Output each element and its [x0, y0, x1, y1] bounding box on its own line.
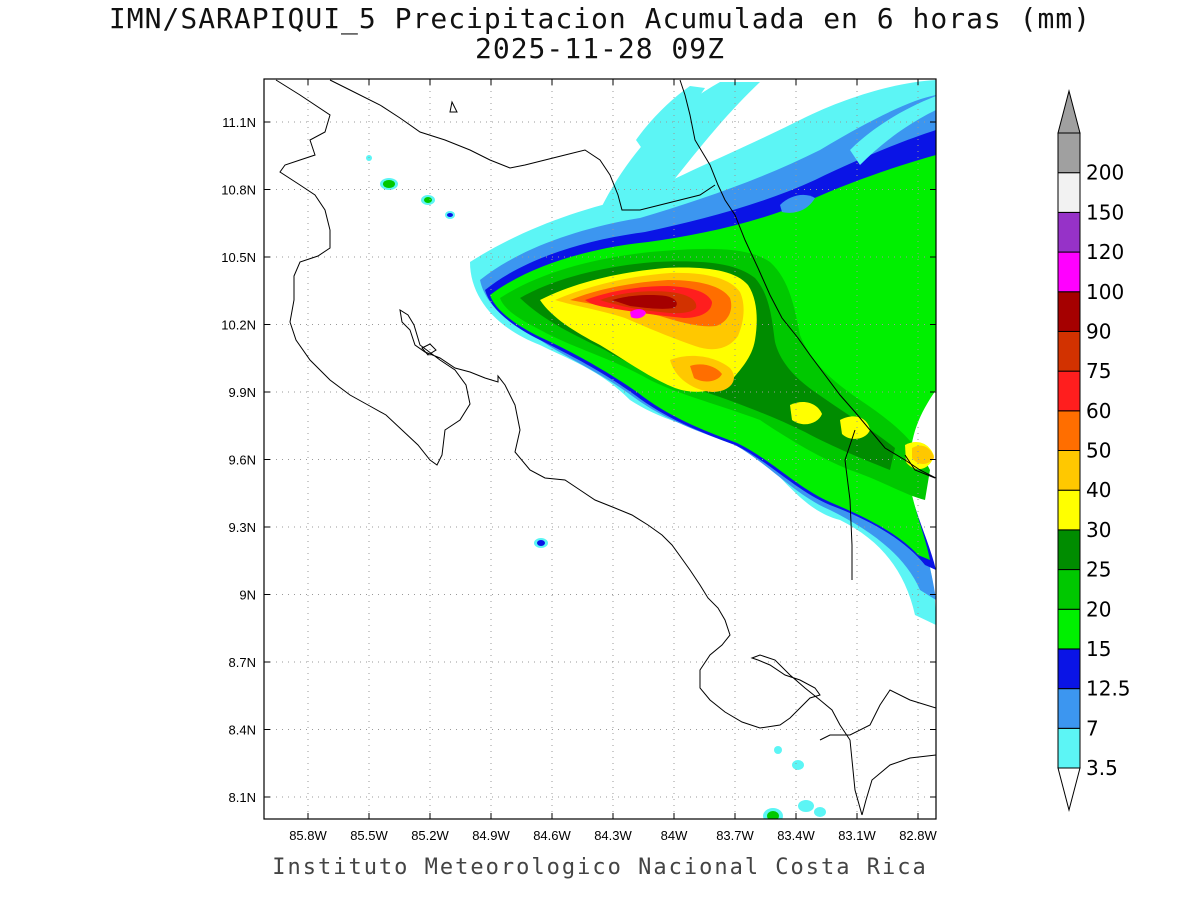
- colorbar-label: 3.5: [1086, 756, 1118, 780]
- island: [421, 343, 437, 356]
- colorbar-swatch: [1057, 330, 1081, 372]
- lon-tick-label: 85.2W: [411, 828, 449, 843]
- colorbar-label: 12.5: [1086, 677, 1131, 701]
- precip-cell: [798, 800, 814, 812]
- lon-tick-label: 84.6W: [533, 828, 571, 843]
- colorbar-label: 120: [1086, 240, 1124, 264]
- lat-tick-label: 10.2N: [221, 318, 256, 333]
- precip-band-50: [690, 364, 722, 382]
- colorbar-label: 7: [1086, 716, 1099, 740]
- colorbar-swatch: [1057, 727, 1081, 769]
- precip-band-100: [630, 309, 646, 319]
- colorbar-label: 90: [1086, 319, 1111, 343]
- colorbar-swatch: [1057, 450, 1081, 491]
- colorbar-swatch: [1057, 251, 1081, 293]
- precip-cell: [814, 807, 826, 817]
- lat-tick-label: 9.9N: [229, 385, 256, 400]
- coastline-nicaragua-lake: [329, 79, 716, 211]
- precip-streak: [850, 96, 936, 165]
- precip-band-90: [612, 295, 677, 309]
- colorbar-swatch: [1057, 688, 1081, 729]
- colorbar-swatch: [1057, 529, 1081, 571]
- precip-cell: [792, 760, 804, 770]
- colorbar-swatch: [1057, 211, 1081, 253]
- colorbar-label: 40: [1086, 478, 1111, 502]
- map-grid: [264, 79, 936, 819]
- coastlines-and-borders: [275, 79, 936, 816]
- latitude-labels: 11.1N 10.8N 10.5N 10.2N 9.9N 9.6N 9.3N 9N 8.7N 8.…: [221, 115, 256, 805]
- lon-tick-label: 85.5W: [350, 828, 388, 843]
- lon-tick-label: 84.9W: [472, 828, 510, 843]
- colorbar-label: 200: [1086, 161, 1124, 185]
- coastline-pacific: [275, 79, 863, 816]
- coastline-panama: [904, 454, 936, 479]
- lat-tick-label: 9.6N: [229, 453, 256, 468]
- coastline-panama-south: [819, 689, 936, 741]
- lat-tick-label: 10.8N: [221, 183, 256, 198]
- precipitation-field: [366, 80, 936, 819]
- lon-tick-label: 85.8W: [289, 828, 327, 843]
- lon-tick-label: 84W: [661, 828, 688, 843]
- lat-tick-label: 8.4N: [229, 723, 256, 738]
- lat-tick-label: 8.1N: [229, 790, 256, 805]
- colorbar: 3.5 7 12.5 15 20 25 30 40 50 60 75 90 100 120 150 200: [1057, 89, 1131, 812]
- colorbar-max-arrow: [1057, 89, 1081, 134]
- map-credit: Instituto Meteorologico Nacional Costa R…: [272, 855, 928, 880]
- precip-cell: [383, 180, 395, 188]
- precip-band-30: [840, 416, 870, 439]
- map-subtitle: 2025-11-28 09Z: [474, 32, 725, 65]
- lat-tick-label: 9.3N: [229, 520, 256, 535]
- colorbar-swatch: [1057, 569, 1081, 610]
- colorbar-label: 25: [1086, 558, 1111, 582]
- colorbar-label: 30: [1086, 518, 1111, 542]
- lon-tick-label: 83.1W: [838, 828, 876, 843]
- colorbar-label: 75: [1086, 359, 1111, 383]
- colorbar-label: 100: [1086, 280, 1124, 304]
- lat-tick-label: 9N: [239, 588, 256, 603]
- colorbar-swatch: [1057, 291, 1081, 332]
- lon-tick-label: 83.7W: [716, 828, 754, 843]
- map-frame: [263, 78, 937, 820]
- precip-band-3.5: [600, 82, 760, 210]
- lat-tick-label: 11.1N: [222, 115, 256, 130]
- precip-cell: [767, 811, 779, 819]
- colorbar-swatch: [1057, 172, 1081, 213]
- colorbar-swatch: [1057, 648, 1081, 690]
- lat-tick-label: 10.5N: [221, 250, 256, 265]
- colorbar-swatch: [1057, 608, 1081, 650]
- colorbar-label: 60: [1086, 399, 1111, 423]
- colorbar-swatch: [1057, 370, 1081, 412]
- precip-cell: [424, 197, 432, 203]
- colorbar-min-arrow: [1057, 767, 1081, 812]
- precip-cell: [447, 213, 453, 217]
- colorbar-label: 20: [1086, 597, 1111, 621]
- colorbar-label: 50: [1086, 439, 1111, 463]
- lon-tick-label: 84.3W: [594, 828, 632, 843]
- precip-cell: [774, 746, 782, 754]
- colorbar-label: 150: [1086, 200, 1124, 224]
- colorbar-swatch: [1057, 489, 1081, 531]
- coastline-caribbean: [679, 79, 936, 479]
- precip-band-40: [912, 445, 934, 464]
- lon-tick-label: 82.8W: [899, 828, 937, 843]
- lon-tick-label: 83.4W: [777, 828, 815, 843]
- map-title: IMN/SARAPIQUI_5 Precipitacion Acumulada …: [108, 2, 1092, 35]
- coastline-panama-gulf: [861, 754, 936, 816]
- colorbar-label: 15: [1086, 637, 1111, 661]
- colorbar-swatch: [1057, 410, 1081, 451]
- lat-tick-label: 8.7N: [229, 655, 256, 670]
- precip-band-30: [790, 401, 822, 425]
- border-costa-rica-panama: [844, 429, 856, 580]
- precip-cell: [537, 540, 545, 546]
- island: [449, 100, 458, 113]
- precip-streak: [780, 194, 815, 213]
- colorbar-swatch: [1057, 132, 1081, 174]
- longitude-labels: 85.8W 85.5W 85.2W 84.9W 84.6W 84.3W 84W 83.7W 83…: [289, 828, 937, 843]
